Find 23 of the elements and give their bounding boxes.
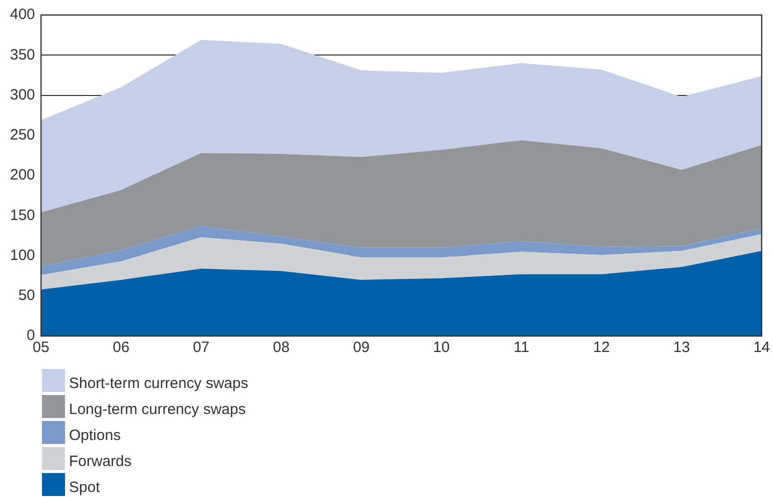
x-tick-label: 07 [192,339,210,356]
x-tick-label: 09 [352,339,370,356]
y-tick-label: 400 [10,6,36,24]
y-tick-label: 350 [10,46,36,64]
legend-label: Long-term currency swaps [69,401,246,418]
y-tick-label: 100 [10,246,36,264]
y-tick-label: 300 [10,86,36,104]
y-tick-label: 250 [10,126,36,144]
legend-label: Short-term currency swaps [69,375,248,392]
x-tick-label: 11 [514,339,530,356]
x-tick-label: 13 [673,339,690,356]
x-tick-label: 08 [272,339,290,356]
x-tick-label: 12 [593,339,610,356]
y-tick-label: 200 [10,166,36,184]
legend-label: Forwards [69,453,132,470]
y-tick-label: 50 [18,287,36,304]
x-tick-label: 14 [753,339,770,356]
x-tick-label: 05 [32,339,50,356]
x-tick-label: 06 [112,339,130,356]
legend-label: Spot [69,479,100,496]
legend-label: Options [69,427,121,444]
x-tick-label: 10 [433,339,450,356]
y-tick-label: 150 [10,206,36,224]
